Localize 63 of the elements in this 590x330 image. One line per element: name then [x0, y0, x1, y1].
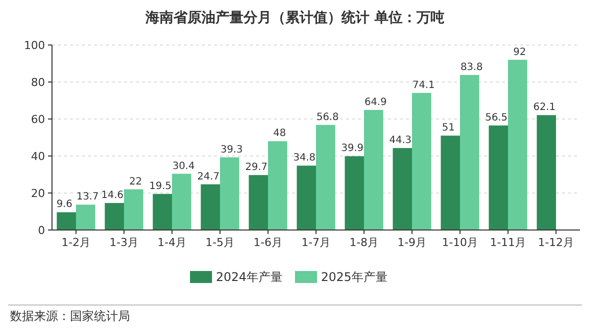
x-tick-label: 1-4月 — [158, 236, 186, 249]
data-label: 56.5 — [485, 112, 508, 124]
bar — [76, 204, 96, 230]
data-label: 74.1 — [412, 80, 435, 91]
x-tick-label: 1-5月 — [206, 236, 234, 249]
data-label: 62.1 — [533, 102, 556, 114]
bar — [172, 174, 192, 230]
data-label: 9.6 — [56, 199, 72, 210]
bar — [440, 136, 460, 230]
data-label: 39.9 — [341, 143, 364, 154]
bar — [508, 60, 528, 230]
data-label: 30.4 — [172, 160, 195, 172]
legend-label: 2025年产量 — [321, 270, 388, 284]
data-label: 29.7 — [245, 162, 268, 174]
data-label: 48 — [273, 128, 286, 140]
y-tick-label: 20 — [31, 186, 45, 200]
bar — [56, 212, 76, 230]
x-tick-label: 1-10月 — [442, 236, 478, 249]
x-tick-label: 1-7月 — [302, 236, 330, 249]
data-label: 22 — [129, 176, 142, 188]
bar — [344, 156, 364, 230]
bar — [124, 189, 144, 230]
data-label: 56.8 — [316, 112, 339, 123]
bar — [364, 110, 384, 230]
y-tick-label: 80 — [31, 76, 45, 89]
data-label: 24.7 — [197, 171, 220, 182]
bar — [104, 202, 124, 230]
legend-label: 2024年产量 — [216, 270, 283, 284]
x-tick-label: 1-11月 — [490, 236, 526, 249]
bar — [296, 166, 316, 230]
data-label: 34.8 — [293, 152, 316, 164]
bar — [268, 141, 288, 230]
y-tick-label: 60 — [31, 112, 45, 126]
bar — [460, 74, 480, 230]
bar — [248, 175, 268, 230]
x-tick-label: 1-2月 — [62, 236, 90, 249]
bar — [316, 124, 336, 230]
source-note: 数据来源：国家统计局 — [10, 309, 130, 323]
x-tick-label: 1-8月 — [350, 236, 378, 249]
y-tick-label: 100 — [24, 38, 45, 52]
data-label: 83.8 — [460, 62, 483, 73]
bar — [220, 157, 240, 230]
bar — [392, 148, 412, 230]
data-label: 14.6 — [101, 190, 124, 201]
x-tick-label: 1-3月 — [110, 236, 138, 249]
data-label: 39.3 — [220, 144, 243, 156]
bar — [536, 115, 556, 230]
y-tick-label: 40 — [31, 150, 45, 163]
data-label: 51 — [442, 122, 455, 134]
x-tick-label: 1-12月 — [538, 236, 574, 249]
x-tick-label: 1-6月 — [254, 236, 282, 249]
x-tick-label: 1-9月 — [398, 236, 426, 249]
bar — [152, 194, 172, 230]
bar — [412, 92, 432, 230]
data-label: 64.9 — [364, 96, 387, 108]
bar — [200, 184, 220, 230]
data-label: 92 — [513, 46, 526, 58]
data-label: 44.3 — [389, 135, 412, 146]
data-label: 13.7 — [76, 192, 99, 203]
y-tick-label: 0 — [38, 224, 45, 237]
bar — [488, 125, 508, 230]
chart-title: 海南省原油产量分月（累计值）统计 单位：万吨 — [144, 9, 444, 26]
data-label: 19.5 — [149, 180, 172, 192]
